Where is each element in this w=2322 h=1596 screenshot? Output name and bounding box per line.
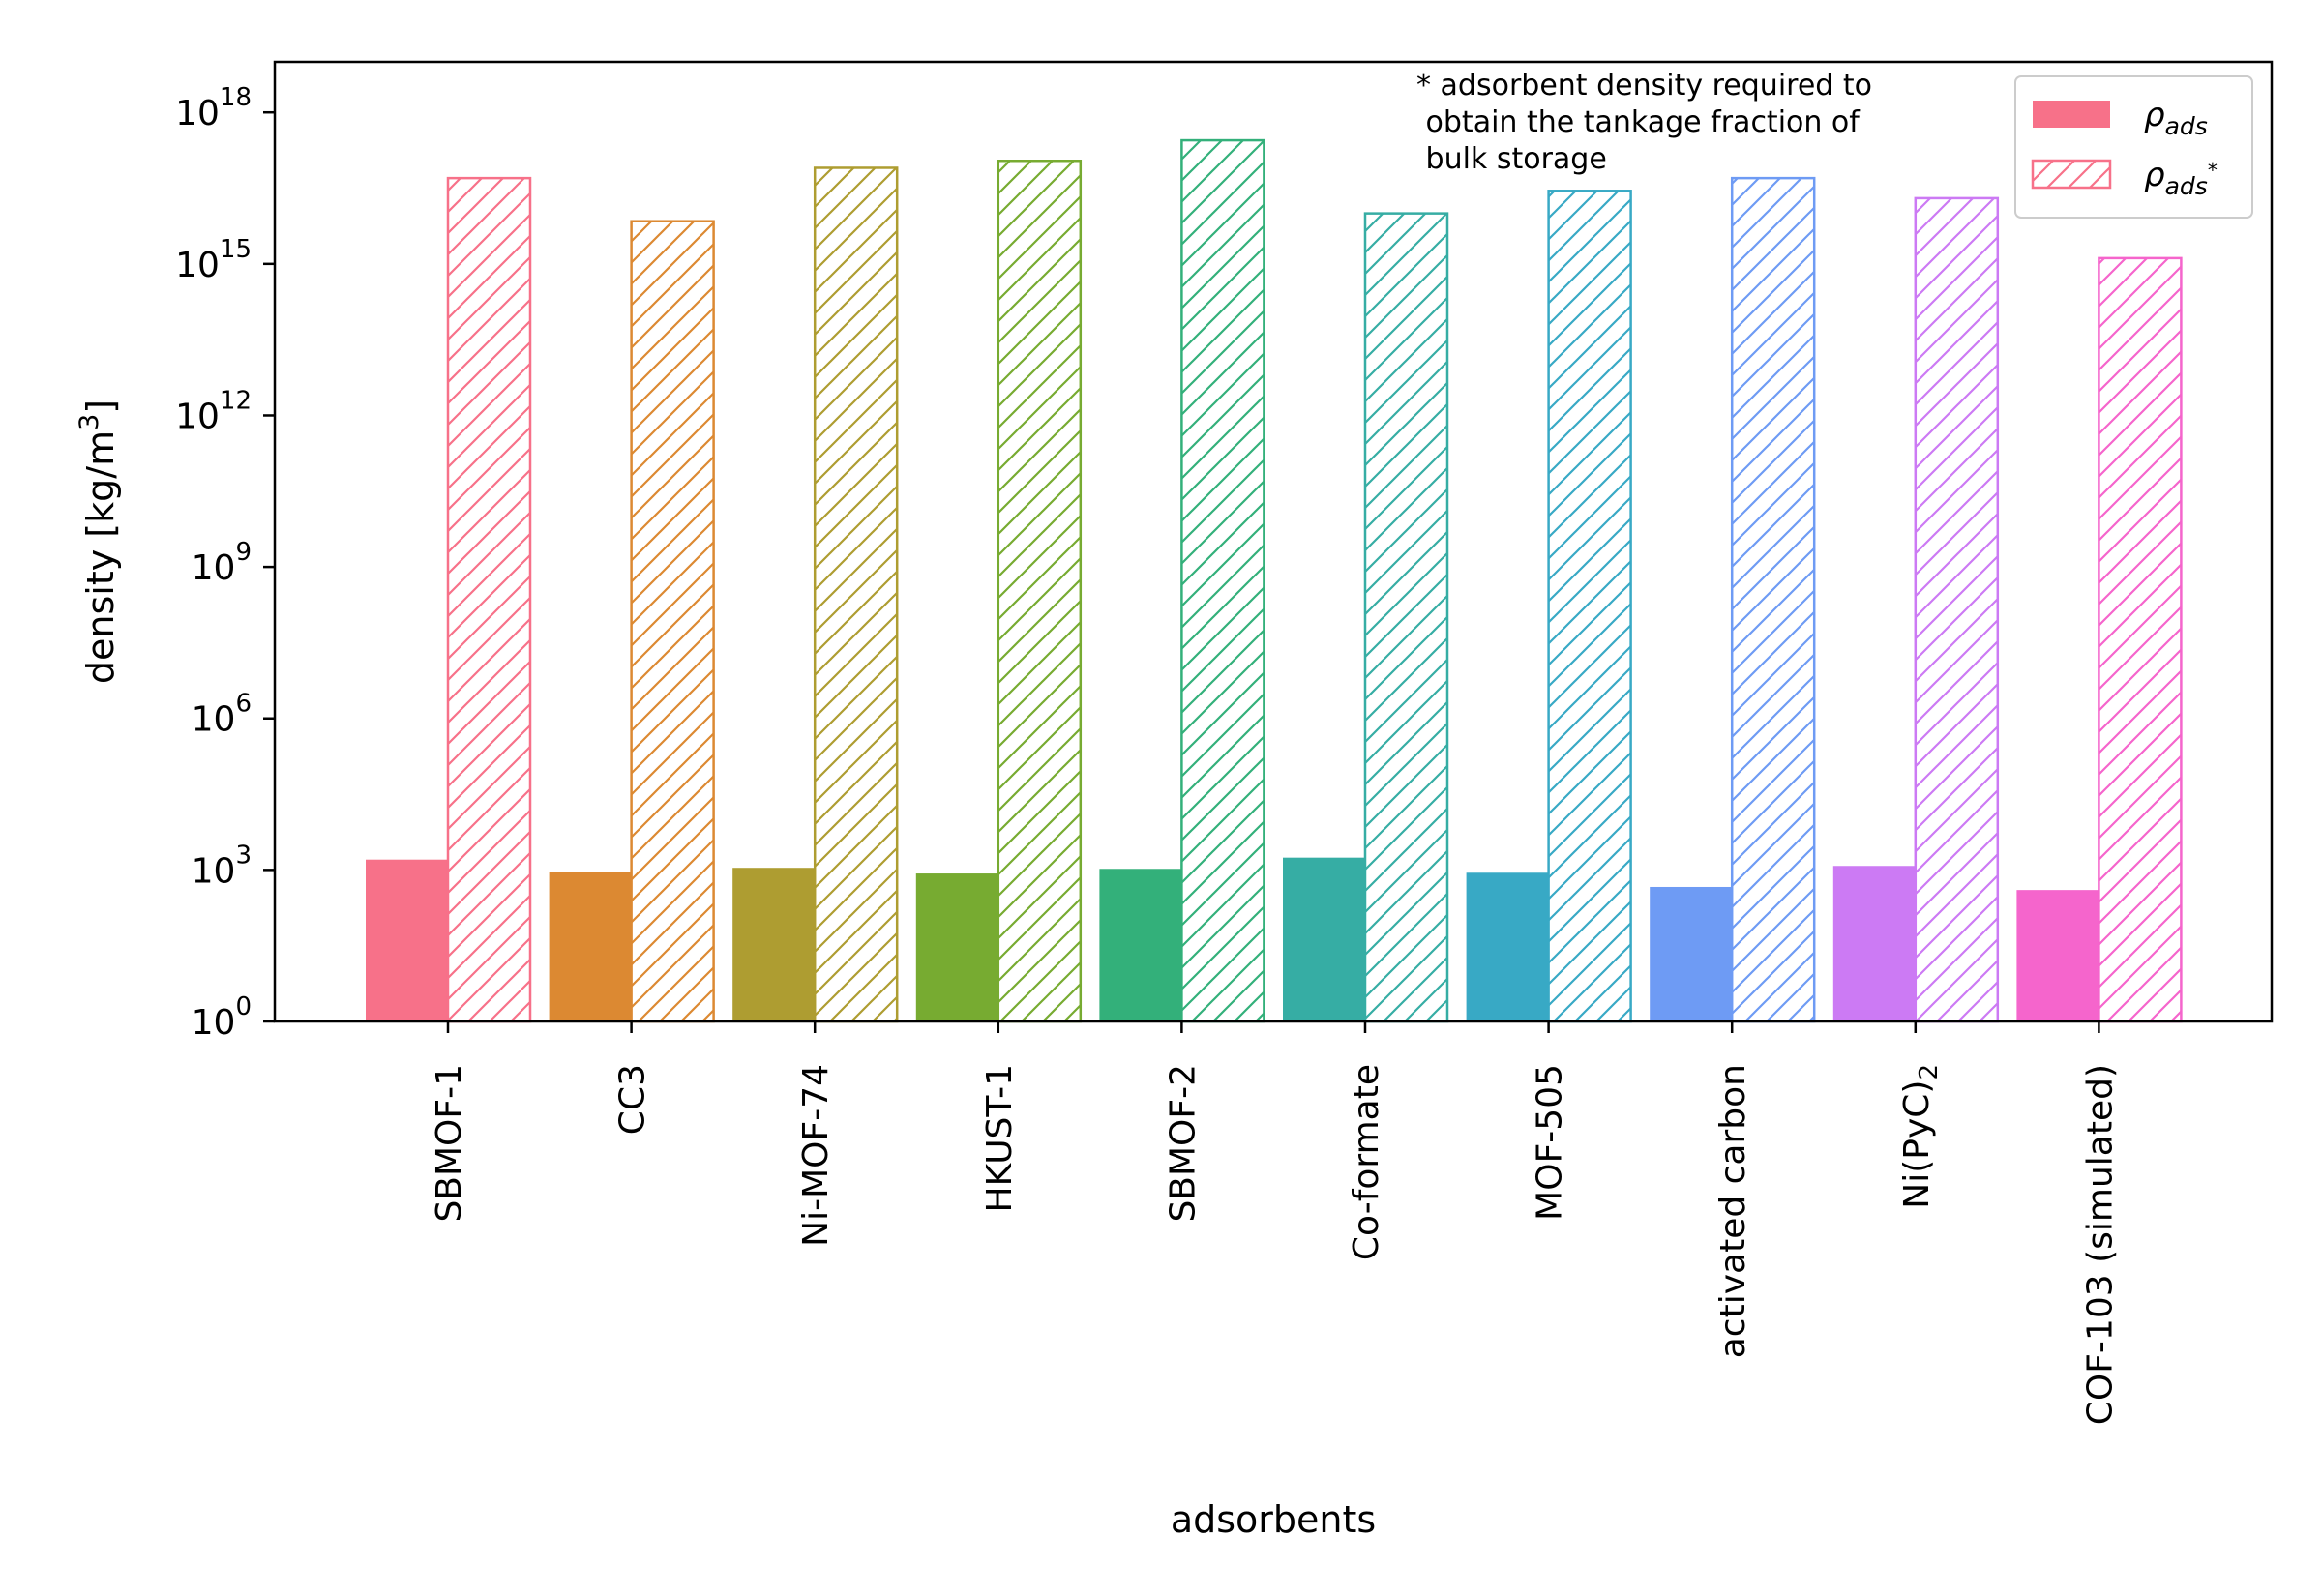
x-tick-label: SBMOF-1: [430, 1064, 469, 1223]
y-tick-label: 100: [192, 992, 252, 1043]
bar-rho-ads-star-2: [813, 166, 899, 1023]
bar-rho-ads-star-1: [630, 220, 715, 1023]
legend-swatch-hatched: [2031, 159, 2112, 190]
bar-rho-ads-2: [732, 868, 816, 1021]
x-tick-label: Ni(PyC)2: [1897, 1064, 1944, 1209]
bar-rho-ads-star-8: [1914, 196, 2000, 1023]
y-tick-label: 109: [192, 538, 252, 588]
bar-rho-ads-1: [549, 872, 632, 1021]
bar-rho-ads-0: [366, 859, 448, 1021]
bar-rho-ads-star-7: [1730, 176, 1816, 1023]
y-tick-label: 1018: [175, 83, 252, 133]
y-axis-title: density [kg/m3]: [74, 399, 122, 684]
x-tick-label: Co-formate: [1347, 1064, 1386, 1260]
annotation-note: * adsorbent density required to obtain t…: [1416, 69, 1872, 176]
bar-rho-ads-7: [1650, 886, 1733, 1021]
x-axis: SBMOF-1 CC3 Ni-MOF-74 HKUST-1 SBMOF-2 Co-form…: [430, 1021, 2120, 1425]
bar-rho-ads-star-5: [1363, 212, 1449, 1023]
bar-rho-ads-star-0: [446, 176, 532, 1023]
y-tick-label: 103: [192, 841, 252, 891]
y-axis: 100 103 106 109 1012 1015 1018: [175, 83, 275, 1043]
x-tick-label: Ni-MOF-74: [796, 1064, 836, 1247]
y-tick-label: 106: [192, 690, 252, 740]
x-tick-label: MOF-505: [1531, 1064, 1570, 1221]
bar-rho-ads-3: [915, 873, 998, 1021]
x-tick-label: COF-103 (simulated): [2080, 1064, 2120, 1425]
legend: ρads ρads*: [2014, 75, 2253, 219]
bar-rho-ads-8: [1832, 866, 1916, 1021]
plot-area-frame: [273, 60, 2274, 1023]
y-tick-label: 1012: [175, 386, 252, 436]
annotation-line: obtain the tankage fraction of: [1416, 105, 1861, 139]
bar-rho-ads-4: [1099, 869, 1182, 1021]
annotation-line: * adsorbent density required to: [1416, 69, 1872, 103]
x-tick-label: SBMOF-2: [1163, 1064, 1203, 1223]
bars-layer: [366, 138, 2183, 1023]
bar-rho-ads-star-9: [2098, 256, 2183, 1023]
bar-rho-ads-star-4: [1180, 138, 1265, 1023]
annotation-line: bulk storage: [1416, 142, 1607, 176]
legend-swatch-solid: [2033, 101, 2110, 128]
bar-rho-ads-star-6: [1547, 190, 1632, 1023]
bar-rho-ads-6: [1466, 872, 1549, 1021]
legend-label: ρads*: [2144, 156, 2218, 200]
x-tick-label: CC3: [613, 1064, 653, 1135]
x-tick-label: HKUST-1: [980, 1064, 1020, 1213]
y-tick-label: 1015: [175, 235, 252, 285]
x-axis-title: adsorbents: [1171, 1498, 1376, 1541]
bar-rho-ads-star-3: [997, 160, 1083, 1023]
bar-rho-ads-5: [1283, 857, 1365, 1021]
legend-label: ρads: [2144, 96, 2208, 140]
bar-rho-ads-9: [2016, 890, 2099, 1021]
x-tick-label: activated carbon: [1713, 1064, 1753, 1358]
legend-box: [2014, 75, 2253, 219]
